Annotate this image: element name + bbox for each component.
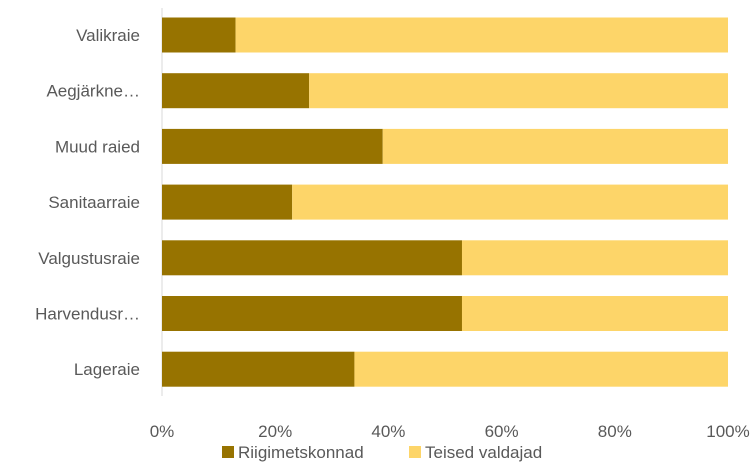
bar-teised-valdajad-5: [461, 296, 728, 331]
legend-label-1: Teised valdajad: [425, 443, 542, 462]
bar-riigimetskonnad-4: [162, 240, 462, 276]
bar-riigimetskonnad-5: [162, 296, 462, 331]
bar-riigimetskonnad-1: [162, 73, 310, 109]
bar-teised-valdajad-2: [382, 128, 728, 164]
category-label-3: Sanitaarraie: [48, 193, 140, 212]
x-tick-label-0: 0%: [150, 422, 175, 441]
bar-riigimetskonnad-6: [162, 351, 355, 387]
category-label-2: Muud raied: [55, 137, 140, 156]
category-label-4: Valgustusraie: [38, 249, 140, 268]
x-tick-label-4: 80%: [598, 422, 632, 441]
x-tick-labels: 0% 20% 40% 60% 80% 100%: [150, 422, 750, 441]
category-label-5: Harvendusr…: [35, 305, 140, 324]
legend-label-0: Riigimetskonnad: [238, 443, 364, 462]
x-tick-label-2: 40%: [371, 422, 405, 441]
bar-riigimetskonnad-3: [162, 184, 293, 220]
category-labels: Valikraie Aegjärkne… Muud raied Sanitaarrai…: [35, 26, 140, 379]
category-label-1: Aegjärkne…: [46, 82, 140, 101]
bar-riigimetskonnad-2: [162, 128, 383, 164]
bar-teised-valdajad-4: [461, 240, 728, 276]
category-label-6: Lageraie: [74, 360, 140, 379]
x-tick-label-5: 100%: [706, 422, 749, 441]
bar-riigimetskonnad-0: [162, 17, 236, 53]
bar-teised-valdajad-1: [309, 73, 728, 109]
legend-swatch-0: [222, 446, 234, 458]
bar-teised-valdajad-6: [354, 351, 728, 387]
bars-group: [162, 17, 728, 387]
bar-teised-valdajad-0: [235, 17, 728, 53]
legend-swatch-1: [409, 446, 421, 458]
x-tick-label-3: 60%: [485, 422, 519, 441]
category-label-0: Valikraie: [76, 26, 140, 45]
legend: Riigimetskonnad Teised valdajad: [222, 443, 542, 462]
bar-teised-valdajad-3: [292, 184, 728, 220]
x-tick-label-1: 20%: [258, 422, 292, 441]
